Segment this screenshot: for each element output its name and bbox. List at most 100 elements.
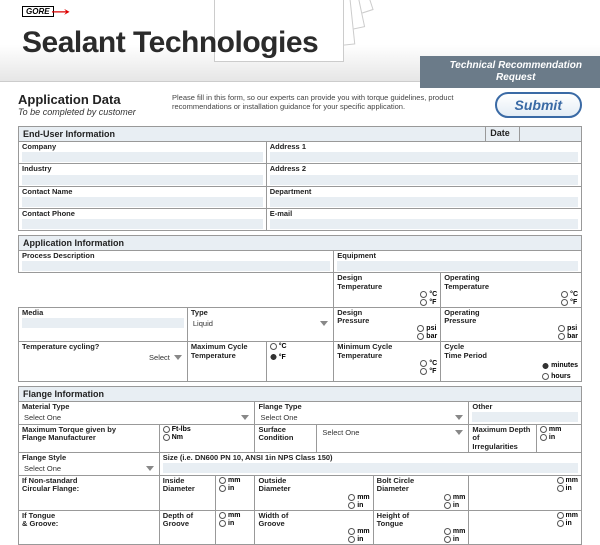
inside-dia-label: Inside Diameter bbox=[159, 476, 215, 511]
op-temp-f-radio[interactable] bbox=[561, 299, 568, 306]
id-mm-radio[interactable] bbox=[219, 477, 226, 484]
section-flange: Flange Information bbox=[19, 386, 582, 401]
page-title: Sealant Technologies bbox=[22, 26, 318, 60]
maxct-c-radio[interactable] bbox=[270, 343, 277, 350]
other-input[interactable] bbox=[472, 412, 578, 422]
od-in-radio[interactable] bbox=[348, 502, 355, 509]
design-temp-f-radio[interactable] bbox=[420, 299, 427, 306]
submit-button[interactable]: Submit bbox=[495, 92, 582, 118]
ct-min-radio[interactable] bbox=[542, 360, 549, 372]
operating-temp-cell: Operating Temperature °C°F bbox=[441, 273, 582, 308]
email-cell: E-mail bbox=[266, 208, 581, 230]
surface-cond-select[interactable]: Select One bbox=[320, 426, 465, 438]
width-groove-label: Width of Groove mmin bbox=[255, 510, 373, 545]
ht-extra-units: mmin bbox=[469, 510, 582, 545]
min-cycle-temp-cell: Minimum Cycle Temperature °C°F bbox=[334, 342, 441, 382]
flange-style-cell: Flange Style Select One bbox=[19, 452, 160, 475]
app-heading: Application Data bbox=[18, 92, 158, 107]
op-bar-radio[interactable] bbox=[558, 333, 565, 340]
app-subheading: To be completed by customer bbox=[18, 107, 158, 117]
recommendation-badge: Technical Recommendation Request bbox=[420, 56, 600, 88]
material-type-cell: Material Type Select One bbox=[19, 401, 255, 424]
ex2-in-radio[interactable] bbox=[557, 520, 564, 527]
max-depth-irr-units: mmin bbox=[536, 425, 581, 453]
dp-psi-radio[interactable] bbox=[417, 325, 424, 332]
contact-phone-input[interactable] bbox=[22, 219, 263, 229]
page: GORE Sealant Technologies Technical Reco… bbox=[0, 0, 600, 500]
date-input[interactable] bbox=[520, 127, 582, 142]
max-cycle-temp-cell: Maximum Cycle Temperature bbox=[187, 342, 266, 382]
max-depth-irr-cell: Maximum Depth of Irregularities bbox=[469, 425, 537, 453]
depth-groove-units: mmin bbox=[216, 510, 255, 545]
material-type-select[interactable]: Select One bbox=[22, 411, 251, 423]
id-in-radio[interactable] bbox=[219, 485, 226, 492]
design-pressure-cell: Design Pressure psibar bbox=[334, 307, 441, 342]
process-desc-input[interactable] bbox=[22, 261, 330, 271]
operating-pressure-cell: Operating Pressure psibar bbox=[441, 307, 582, 342]
height-tongue-label: Height of Tongue mmin bbox=[373, 510, 469, 545]
ht-in-radio[interactable] bbox=[444, 536, 451, 543]
op-psi-radio[interactable] bbox=[558, 325, 565, 332]
bolt-circle-dia-label: Bolt Circle Diameter mmin bbox=[373, 476, 469, 511]
contact-name-cell: Contact Name bbox=[19, 186, 267, 208]
ht-mm-radio[interactable] bbox=[444, 528, 451, 535]
dg-mm-radio[interactable] bbox=[219, 512, 226, 519]
company-cell: Company bbox=[19, 142, 267, 164]
email-input[interactable] bbox=[270, 219, 578, 229]
dg-in-radio[interactable] bbox=[219, 520, 226, 527]
size-hint-cell: Size (i.e. DN600 PN 10, ANSI 1in NPS Cla… bbox=[159, 452, 581, 475]
outside-dia-label: Outside Diameter mmin bbox=[255, 476, 373, 511]
enduser-table: End-User InformationDate Company Address… bbox=[18, 126, 582, 231]
wg-mm-radio[interactable] bbox=[348, 528, 355, 535]
industry-input[interactable] bbox=[22, 175, 263, 185]
mdi-mm-radio[interactable] bbox=[540, 426, 547, 433]
address1-cell: Address 1 bbox=[266, 142, 581, 164]
header: GORE Sealant Technologies Technical Reco… bbox=[0, 0, 600, 82]
minct-c-radio[interactable] bbox=[420, 360, 427, 367]
contact-phone-cell: Contact Phone bbox=[19, 208, 267, 230]
surface-cond-cell: Select One bbox=[317, 425, 469, 453]
minct-f-radio[interactable] bbox=[420, 368, 427, 375]
flange-type-select[interactable]: Select One bbox=[258, 411, 465, 423]
equipment-cell: Equipment bbox=[334, 251, 582, 273]
ex2-mm-radio[interactable] bbox=[557, 512, 564, 519]
other-cell: Other bbox=[469, 401, 582, 424]
department-input[interactable] bbox=[270, 197, 578, 207]
chevron-down-icon bbox=[455, 430, 463, 435]
contact-name-input[interactable] bbox=[22, 197, 263, 207]
type-select[interactable]: Liquid bbox=[191, 317, 330, 329]
wg-in-radio[interactable] bbox=[348, 536, 355, 543]
flange-type-cell: Flange Type Select One bbox=[255, 401, 469, 424]
mdi-in-radio[interactable] bbox=[540, 434, 547, 441]
size-input[interactable] bbox=[163, 463, 578, 473]
op-temp-c-radio[interactable] bbox=[561, 291, 568, 298]
badge-line2: Request bbox=[450, 72, 582, 84]
company-input[interactable] bbox=[22, 152, 263, 162]
mt-nm-radio[interactable] bbox=[163, 434, 170, 441]
ex-mm-radio[interactable] bbox=[557, 477, 564, 484]
temp-cycling-select[interactable]: Select bbox=[22, 352, 184, 364]
surface-cond-label: Surface Condition bbox=[255, 425, 317, 453]
dp-bar-radio[interactable] bbox=[417, 333, 424, 340]
address2-cell: Address 2 bbox=[266, 164, 581, 186]
address1-input[interactable] bbox=[270, 152, 578, 162]
type-cell: Type Liquid bbox=[187, 307, 333, 342]
od-mm-radio[interactable] bbox=[348, 494, 355, 501]
date-label: Date bbox=[486, 127, 520, 142]
design-temp-c-radio[interactable] bbox=[420, 291, 427, 298]
section-enduser: End-User Information bbox=[19, 127, 486, 142]
media-input[interactable] bbox=[22, 318, 184, 328]
bcd-mm-radio[interactable] bbox=[444, 494, 451, 501]
bcd-extra-units: mmin bbox=[469, 476, 582, 511]
equipment-input[interactable] bbox=[337, 261, 578, 271]
submit-wrap: Submit bbox=[495, 92, 582, 118]
bcd-in-radio[interactable] bbox=[444, 502, 451, 509]
max-torque-cell: Maximum Torque given by Flange Manufactu… bbox=[19, 425, 160, 453]
maxct-f-radio[interactable] bbox=[270, 351, 277, 363]
ex-in-radio[interactable] bbox=[557, 485, 564, 492]
mt-ftlbs-radio[interactable] bbox=[163, 426, 170, 433]
flange-style-select[interactable]: Select One bbox=[22, 462, 156, 474]
ct-hr-radio[interactable] bbox=[542, 373, 549, 380]
logo-flash-icon bbox=[52, 9, 70, 15]
address2-input[interactable] bbox=[270, 175, 578, 185]
